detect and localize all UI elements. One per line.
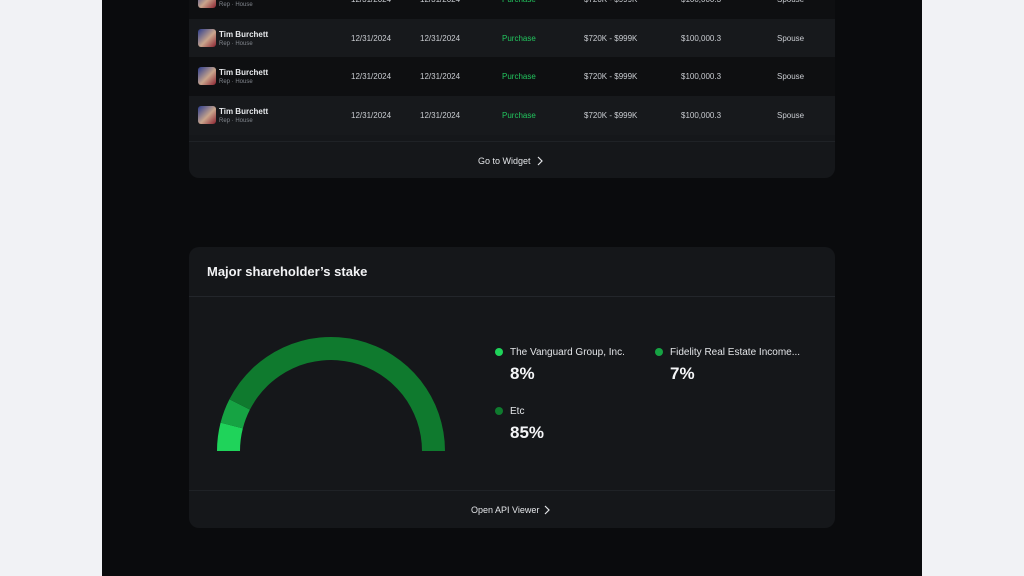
owner: Spouse <box>777 33 805 43</box>
transaction-type: Purchase <box>502 0 536 4</box>
avatar <box>198 106 216 125</box>
avatar <box>198 28 216 47</box>
member-name: Tim Burchett <box>219 107 269 117</box>
avatar <box>198 0 216 8</box>
owner: Spouse <box>777 0 804 4</box>
legend-dot <box>655 348 663 356</box>
amount: $100,000.3 <box>681 111 722 121</box>
legend-value: 7% <box>670 364 695 383</box>
shareholder-card: Major shareholder’s stake The Vanguard G… <box>189 247 835 528</box>
member-name: Tim Burchett <box>219 68 269 78</box>
owner: Spouse <box>777 72 805 82</box>
traded-date: 12/31/2024 <box>420 72 461 82</box>
gauge-segment <box>220 399 250 429</box>
amount-range: $720K - $999K <box>584 111 638 121</box>
legend-value: 85% <box>510 423 545 442</box>
chevron <box>537 156 543 166</box>
member-name: Tim Burchett <box>219 29 269 39</box>
legend-dot <box>495 348 503 356</box>
legend-name: Fidelity Real Estate Income... <box>670 347 801 358</box>
card-footer[interactable]: Open API Viewer <box>189 490 835 528</box>
traded-date: 12/31/2024 <box>420 111 461 121</box>
filed-date: 12/31/2024 <box>351 0 391 4</box>
filed-date: 12/31/2024 <box>351 72 392 82</box>
member-role: Rep · House <box>219 118 253 125</box>
amount-range: $720K - $999K <box>584 33 638 43</box>
traded-date: 12/31/2024 <box>420 0 460 4</box>
filed-date: 12/31/2024 <box>351 111 392 121</box>
member-role: Rep · House <box>219 2 253 8</box>
amount: $100,000.3 <box>681 0 721 4</box>
divider <box>189 296 835 297</box>
footer-link[interactable]: Open API Viewer <box>471 505 540 515</box>
table-footer[interactable]: Go to Widget <box>189 141 835 178</box>
gauge-segment <box>217 422 243 451</box>
legend-name: Etc <box>510 406 525 417</box>
filed-date: 12/31/2024 <box>351 33 392 43</box>
footer-link[interactable]: Go to Widget <box>478 156 531 166</box>
gauge-segment <box>229 336 445 451</box>
gauge-chart <box>217 336 445 451</box>
amount: $100,000.3 <box>681 33 722 43</box>
member-role: Rep · House <box>219 40 253 47</box>
card-title: Major shareholder’s stake <box>207 264 368 279</box>
owner: Spouse <box>777 111 805 121</box>
avatar <box>198 67 216 86</box>
chevron <box>544 505 550 515</box>
amount-range: $720K - $999K <box>584 72 638 82</box>
transaction-type: Purchase <box>502 72 536 82</box>
transaction-type: Purchase <box>502 33 536 43</box>
member-role: Rep · House <box>219 79 253 86</box>
traded-date: 12/31/2024 <box>420 33 461 43</box>
transaction-type: Purchase <box>502 111 536 121</box>
legend-dot <box>495 407 503 415</box>
legend-value: 8% <box>510 364 535 383</box>
amount-range: $720K - $999K <box>584 0 637 4</box>
amount: $100,000.3 <box>681 72 722 82</box>
legend-name: The Vanguard Group, Inc. <box>510 347 625 358</box>
